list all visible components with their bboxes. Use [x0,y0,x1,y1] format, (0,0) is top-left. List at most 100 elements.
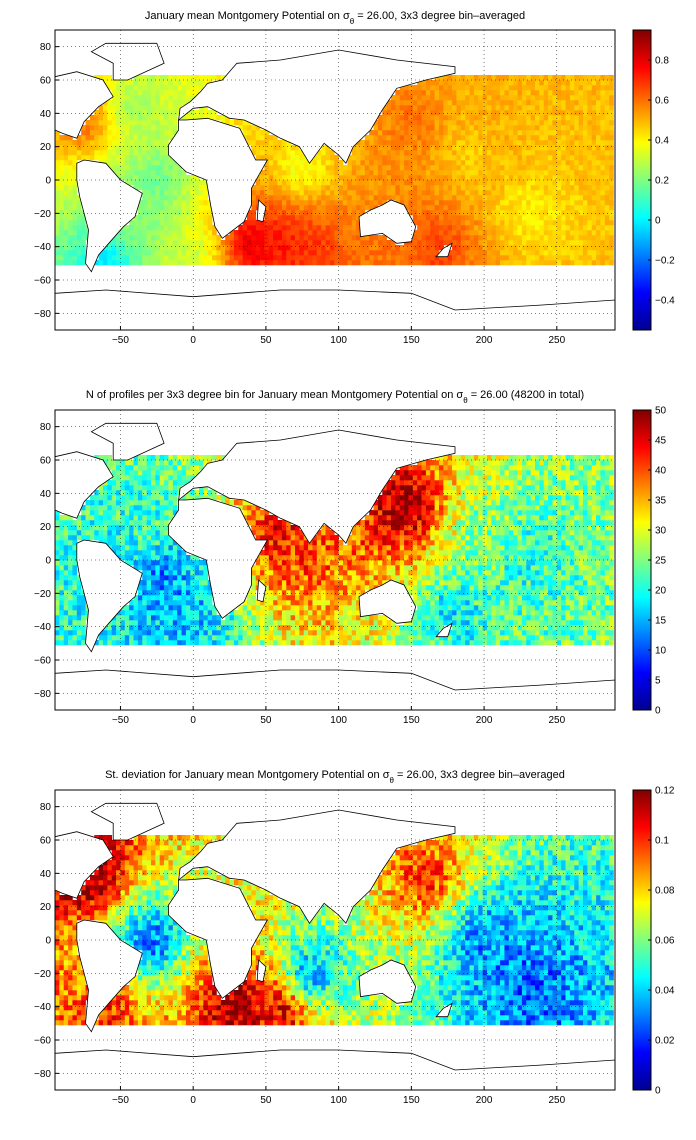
heatmap-cell [129,635,134,641]
heatmap-cell [63,575,69,581]
heatmap-cell [159,625,165,631]
heatmap-cell [273,215,278,221]
heatmap-cell [281,200,287,206]
heatmap-cell [142,95,147,101]
heatmap-cell [583,205,588,211]
heatmap-cell [107,530,113,536]
heatmap-cell [373,140,379,146]
heatmap-cell [508,130,514,136]
heatmap-cell [212,635,217,641]
heatmap-cell [561,85,566,91]
heatmap-cell [220,260,226,266]
heatmap-cell [185,190,191,196]
heatmap-cell [225,625,230,631]
heatmap-cell [72,530,78,536]
heatmap-cell [548,170,553,176]
heatmap-cell [164,620,169,626]
heatmap-cell [347,190,353,196]
heatmap-cell [155,615,161,621]
heatmap-cell [596,225,601,231]
heatmap-cell [334,225,339,231]
heatmap-cell [268,515,274,521]
heatmap-cell [59,610,65,616]
heatmap-cell [238,255,243,261]
heatmap-cell [103,505,108,511]
heatmap-cell [233,255,239,261]
heatmap-cell [609,170,614,176]
heatmap-cell [59,220,65,226]
heatmap-cell [155,540,161,546]
heatmap-cell [89,535,95,541]
heatmap-cell [137,565,143,571]
heatmap-cell [164,130,169,136]
heatmap-cell [417,255,422,261]
heatmap-cell [338,175,344,181]
heatmap-cell [76,605,82,611]
heatmap-cell [391,195,396,201]
heatmap-cell [63,170,69,176]
heatmap-cell [124,80,130,86]
heatmap-cell [587,215,593,221]
heatmap-cell [508,260,514,266]
heatmap-cell [260,225,265,231]
heatmap-cell [386,140,392,146]
heatmap-cell [281,235,287,241]
heatmap-cell [185,600,191,606]
heatmap-cell [303,235,309,241]
heatmap-cell [517,110,523,116]
heatmap-cell [535,115,540,121]
heatmap-cell [460,105,466,111]
heatmap-cell [530,205,536,211]
heatmap-cell [124,605,130,611]
heatmap-cell [124,105,130,111]
heatmap-cell [561,260,566,266]
heatmap-cell [151,510,156,516]
heatmap-cell [521,205,527,211]
heatmap-cell [487,90,492,96]
heatmap-cell [456,160,462,166]
heatmap-cell [98,500,104,506]
heatmap-cell [596,105,601,111]
heatmap-cell [172,575,178,581]
heatmap-cell [72,600,78,606]
heatmap-cell [569,195,575,201]
heatmap-cell [81,235,86,241]
heatmap-cell [609,230,614,236]
heatmap-cell [539,85,545,91]
heatmap-cell [452,80,457,86]
heatmap-cell [535,135,540,141]
heatmap-cell [312,155,318,161]
heatmap-cell [526,105,531,111]
heatmap-cell [364,155,370,161]
heatmap-cell [255,180,261,186]
heatmap-cell [290,150,296,156]
heatmap-cell [194,615,200,621]
heatmap-cell [181,225,187,231]
heatmap-cell [329,160,335,166]
heatmap-cell [526,255,531,261]
heatmap-cell [124,520,130,526]
heatmap-cell [281,560,287,566]
heatmap-cell [412,235,418,241]
heatmap-cell [290,235,296,241]
heatmap-cell [190,625,195,631]
heatmap-cell [290,185,296,191]
heatmap-cell [434,90,440,96]
heatmap-cell [487,175,492,181]
heatmap-cell [325,220,331,226]
heatmap-cell [487,165,492,171]
heatmap-cell [172,620,178,626]
heatmap-cell [521,225,527,231]
heatmap-cell [443,75,449,81]
heatmap-cell [395,185,401,191]
heatmap-cell [151,555,156,561]
heatmap-cell [430,120,435,126]
heatmap-cell [159,640,165,646]
heatmap-cell [194,205,200,211]
heatmap-cell [164,185,169,191]
heatmap-cell [482,170,488,176]
heatmap-cell [604,210,610,216]
heatmap-cell [281,565,287,571]
heatmap-cell [260,145,265,151]
heatmap-cell [133,530,139,536]
